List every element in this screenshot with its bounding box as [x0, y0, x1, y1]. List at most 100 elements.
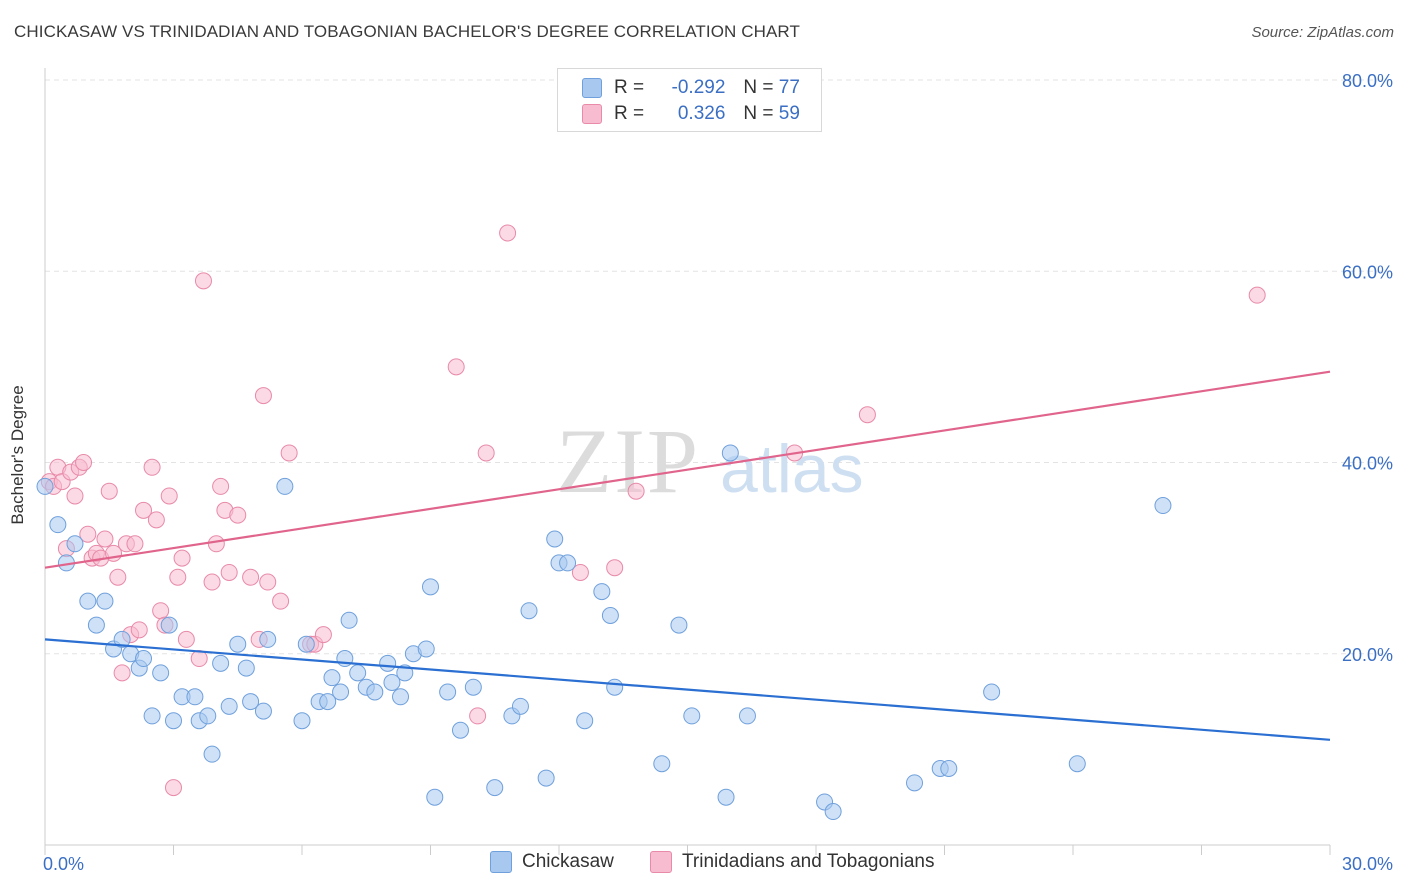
legend-r-value: -0.292: [671, 77, 726, 98]
data-point-trinidadian: [229, 506, 247, 524]
data-point-chickasaw: [229, 635, 247, 653]
data-point-trinidadian: [130, 621, 148, 639]
data-point-trinidadian: [113, 664, 131, 682]
chart-title: CHICKASAW VS TRINIDADIAN AND TOBAGONIAN …: [14, 22, 800, 41]
legend-n-value: 77: [778, 77, 800, 98]
legend-label-chickasaw: Chickasaw: [522, 851, 614, 872]
data-point-chickasaw: [940, 760, 958, 777]
data-point-trinidadian: [147, 511, 165, 529]
data-point-chickasaw: [559, 554, 577, 572]
data-point-chickasaw: [293, 712, 311, 730]
data-point-trinidadian: [477, 444, 495, 462]
y-tick-label: 60.0%: [1342, 262, 1393, 282]
data-point-chickasaw: [323, 669, 341, 687]
data-point-chickasaw: [332, 683, 350, 701]
data-point-trinidadian: [447, 358, 465, 376]
data-point-trinidadian: [143, 458, 161, 476]
data-point-chickasaw: [254, 702, 272, 720]
data-point-trinidadian: [173, 549, 191, 567]
data-point-chickasaw: [66, 535, 84, 553]
data-point-chickasaw: [593, 583, 611, 601]
data-point-chickasaw: [220, 697, 238, 715]
data-point-trinidadian: [499, 224, 517, 242]
legend-swatch-blue: [582, 78, 602, 98]
data-point-chickasaw: [464, 678, 482, 696]
data-point-chickasaw: [601, 607, 619, 624]
data-point-chickasaw: [297, 635, 315, 653]
data-point-trinidadian: [858, 406, 876, 424]
y-tick-label: 80.0%: [1342, 71, 1393, 91]
data-point-chickasaw: [366, 683, 384, 701]
data-point-trinidadian: [280, 444, 298, 462]
y-tick-label: 20.0%: [1342, 645, 1393, 665]
legend-label-trinidadian: Trinidadians and Tobagonians: [682, 851, 935, 872]
legend-swatch-pink: [582, 104, 602, 124]
watermark-zip: ZIP: [556, 410, 700, 512]
data-point-chickasaw: [160, 616, 178, 634]
data-point-trinidadian: [254, 387, 272, 405]
data-point-trinidadian: [1248, 286, 1266, 304]
data-point-chickasaw: [143, 707, 161, 725]
data-point-chickasaw: [721, 444, 739, 462]
data-point-trinidadian: [207, 535, 225, 553]
data-point-trinidadian: [165, 779, 182, 797]
data-point-trinidadian: [469, 707, 487, 725]
data-point-chickasaw: [1154, 497, 1172, 515]
data-point-chickasaw: [451, 721, 469, 739]
trend-line-chickasaw: [44, 638, 1331, 741]
data-point-chickasaw: [606, 678, 624, 696]
data-point-trinidadian: [194, 272, 212, 290]
data-point-chickasaw: [546, 530, 564, 548]
data-point-trinidadian: [242, 568, 260, 586]
legend-item-trinidadian: Trinidadians and Tobagonians: [650, 851, 934, 873]
trend-line-trinidadian: [44, 370, 1331, 569]
data-point-trinidadian: [109, 568, 127, 586]
data-point-trinidadian: [126, 535, 144, 553]
data-point-trinidadian: [606, 559, 624, 577]
data-point-chickasaw: [576, 712, 594, 730]
data-point-chickasaw: [242, 693, 260, 711]
data-point-chickasaw: [983, 683, 1001, 701]
data-point-chickasaw: [349, 664, 367, 682]
data-point-trinidadian: [203, 573, 221, 591]
y-axis-title: Bachelor's Degree: [8, 385, 27, 525]
data-point-trinidadian: [100, 482, 118, 500]
data-point-chickasaw: [379, 654, 397, 672]
data-point-trinidadian: [220, 563, 238, 581]
data-point-chickasaw: [653, 755, 671, 773]
data-point-chickasaw: [392, 688, 410, 706]
data-point-chickasaw: [824, 803, 842, 821]
data-point-trinidadian: [160, 487, 178, 505]
tick-labels: 20.0% 40.0% 60.0% 80.0% 0.0% 30.0%: [43, 71, 1393, 874]
data-point-chickasaw: [319, 693, 337, 711]
data-point-chickasaw: [259, 630, 277, 648]
data-point-chickasaw: [135, 650, 153, 668]
grid-lines: [45, 79, 1395, 655]
data-point-chickasaw: [186, 688, 204, 706]
data-point-chickasaw: [276, 477, 294, 495]
data-point-trinidadian: [96, 530, 114, 548]
data-point-chickasaw: [49, 516, 67, 534]
data-point-chickasaw: [96, 592, 114, 610]
data-point-trinidadian: [212, 477, 230, 495]
data-point-chickasaw: [417, 640, 435, 658]
watermark: ZIP atlas: [556, 410, 864, 512]
data-point-trinidadian: [75, 454, 93, 471]
data-point-chickasaw: [439, 683, 457, 701]
correlation-legend: R = -0.292 N = 77 R = 0.326 N = 59: [557, 68, 822, 132]
legend-n-label: N =: [743, 103, 774, 124]
legend-r-value: 0.326: [677, 103, 726, 124]
data-point-chickasaw: [383, 673, 401, 691]
data-point-chickasaw: [422, 578, 439, 596]
x-tick-label: 30.0%: [1342, 854, 1393, 874]
legend-r-label: R =: [614, 103, 645, 124]
data-point-trinidadian: [177, 630, 195, 648]
series-legend: Chickasaw Trinidadians and Tobagonians: [0, 851, 1406, 877]
data-point-chickasaw: [152, 664, 170, 682]
legend-row-trinidadian: R = 0.326 N = 59: [582, 102, 800, 126]
data-point-chickasaw: [511, 697, 529, 715]
legend-swatch-pink: [650, 851, 672, 873]
data-point-chickasaw: [738, 707, 756, 725]
data-point-chickasaw: [520, 602, 538, 620]
